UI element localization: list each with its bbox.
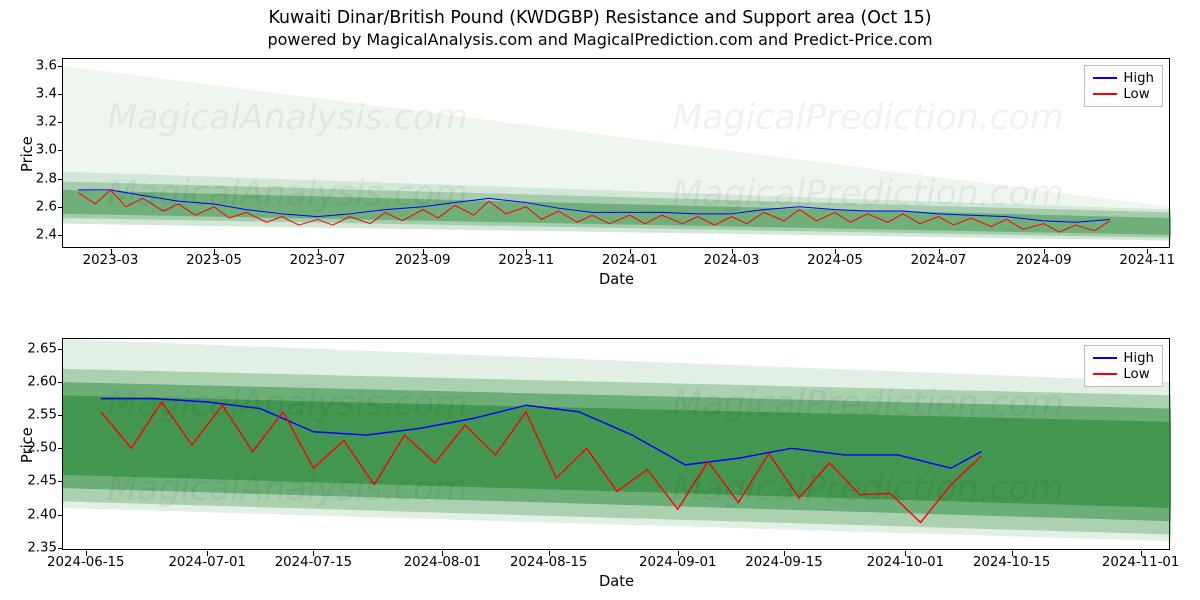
x-tick-label: 2024-07-15 xyxy=(275,549,352,570)
watermark-text: MagicalPrediction.com xyxy=(672,98,1063,138)
legend-item: High xyxy=(1093,350,1154,366)
legend-swatch xyxy=(1093,357,1117,359)
x-tick-label: 2024-11-01 xyxy=(1102,549,1179,570)
x-tick-label: 2024-09-01 xyxy=(639,549,716,570)
y-tick-label: 3.6 xyxy=(36,59,63,74)
watermark-text: MagicalAnalysis.com xyxy=(107,384,468,424)
watermark-text: MagicalAnalysis.com xyxy=(107,174,468,214)
y-axis-label: Price xyxy=(19,136,36,172)
x-tick-label: 2023-03 xyxy=(83,247,139,268)
y-tick-label: 2.60 xyxy=(27,375,63,390)
x-tick-label: 2024-06-15 xyxy=(47,549,124,570)
figure: Kuwaiti Dinar/British Pound (KWDGBP) Res… xyxy=(0,0,1200,600)
chart-panel-top: MagicalAnalysis.com MagicalPrediction.com… xyxy=(62,58,1170,248)
y-tick-label: 2.55 xyxy=(27,408,63,423)
legend-label: High xyxy=(1123,71,1154,86)
chart-plot-area xyxy=(63,339,1171,551)
x-tick-label: 2024-11 xyxy=(1119,247,1175,268)
y-tick-label: 3.2 xyxy=(36,115,63,130)
y-tick-label: 2.6 xyxy=(36,199,63,214)
x-tick-label: 2024-01 xyxy=(602,247,658,268)
chart-panel-bottom: MagicalAnalysis.com MagicalPrediction.com… xyxy=(62,338,1170,550)
y-axis-label: Price xyxy=(19,427,36,463)
watermark-text: MagicalPrediction.com xyxy=(672,174,1063,214)
x-tick-label: 2024-10-15 xyxy=(973,549,1050,570)
legend: HighLow xyxy=(1084,345,1163,387)
x-tick-label: 2024-08-01 xyxy=(404,549,481,570)
legend-item: Low xyxy=(1093,86,1154,102)
legend-item: High xyxy=(1093,70,1154,86)
chart-subtitle: powered by MagicalAnalysis.com and Magic… xyxy=(0,30,1200,49)
y-tick-label: 3.0 xyxy=(36,143,63,158)
x-tick-label: 2024-09-15 xyxy=(745,549,822,570)
x-tick-label: 2024-09 xyxy=(1016,247,1072,268)
x-tick-label: 2023-11 xyxy=(498,247,554,268)
chart-title: Kuwaiti Dinar/British Pound (KWDGBP) Res… xyxy=(0,8,1200,28)
x-tick-label: 2024-08-15 xyxy=(510,549,587,570)
y-tick-label: 2.45 xyxy=(27,474,63,489)
y-tick-label: 2.40 xyxy=(27,507,63,522)
legend-label: Low xyxy=(1123,87,1149,102)
x-tick-label: 2024-05 xyxy=(807,247,863,268)
watermark-text: MagicalPrediction.com xyxy=(672,384,1063,424)
x-axis-label: Date xyxy=(599,573,634,590)
y-tick-label: 2.65 xyxy=(27,341,63,356)
x-tick-label: 2024-10-01 xyxy=(867,549,944,570)
legend-label: High xyxy=(1123,351,1154,366)
legend-swatch xyxy=(1093,77,1117,79)
y-tick-label: 2.8 xyxy=(36,171,63,186)
legend-label: Low xyxy=(1123,367,1149,382)
legend-item: Low xyxy=(1093,366,1154,382)
legend: HighLow xyxy=(1084,65,1163,107)
x-tick-label: 2023-09 xyxy=(395,247,451,268)
x-tick-label: 2023-05 xyxy=(186,247,242,268)
watermark-text: MagicalAnalysis.com xyxy=(107,469,468,509)
x-tick-label: 2024-07-01 xyxy=(168,549,245,570)
legend-swatch xyxy=(1093,373,1117,375)
x-axis-label: Date xyxy=(599,271,634,288)
x-tick-label: 2024-07 xyxy=(911,247,967,268)
y-tick-label: 3.4 xyxy=(36,87,63,102)
legend-swatch xyxy=(1093,93,1117,95)
chart-plot-area xyxy=(63,59,1171,249)
watermark-text: MagicalPrediction.com xyxy=(672,469,1063,509)
x-tick-label: 2024-03 xyxy=(704,247,760,268)
watermark-text: MagicalAnalysis.com xyxy=(107,98,468,138)
x-tick-label: 2023-07 xyxy=(290,247,346,268)
y-tick-label: 2.4 xyxy=(36,227,63,242)
